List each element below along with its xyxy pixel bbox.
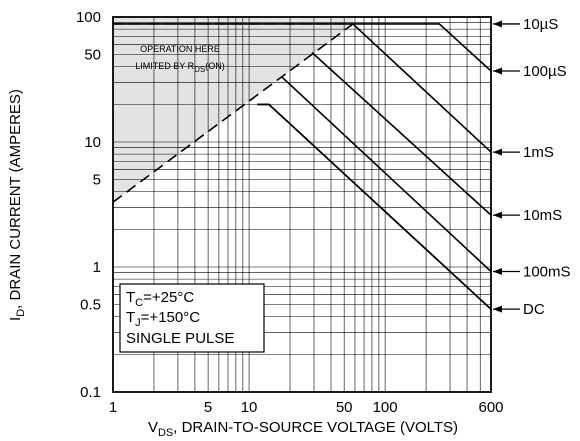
curve-100ms — [257, 103, 491, 310]
x-tick-labels: 1 5 10 50 100 600 — [109, 399, 504, 416]
curve-label: 100mS — [493, 264, 571, 281]
y-tick-label: 0.5 — [80, 297, 101, 314]
rds-on-region-shading — [113, 17, 353, 203]
y-tick-label: 100 — [76, 9, 101, 26]
y-tick-labels: 100 50 10 5 1 0.5 0.1 — [76, 9, 101, 401]
junction-temperature: TJ=+150°C — [126, 309, 200, 329]
x-tick-label: 50 — [336, 399, 353, 416]
arrowhead-icon — [493, 20, 502, 28]
y-tick-label: 5 — [93, 172, 101, 189]
curve-label-text: DC — [523, 301, 545, 318]
arrowhead-icon — [493, 268, 502, 276]
curve-dc — [257, 103, 491, 310]
arrowhead-icon — [493, 148, 502, 156]
x-tick-label: 1 — [109, 399, 117, 416]
x-tick-label: 100 — [373, 399, 398, 416]
test-conditions-box: TC=+25°C TJ=+150°C SINGLE PULSE — [119, 283, 265, 353]
x-tick-label: 5 — [204, 399, 212, 416]
curve-10ms — [281, 76, 491, 273]
curve-label-text: 100µS — [523, 63, 567, 80]
pulse-mode: SINGLE PULSE — [126, 330, 234, 347]
curve-label: DC — [493, 301, 545, 318]
curve-label-text: 10µS — [523, 16, 558, 33]
curve-1ms — [311, 51, 491, 216]
arrowhead-icon — [493, 305, 502, 313]
curve-labels: 10µS 100µS 1mS 10mS 100mS DC — [493, 16, 571, 318]
curve-label-text: 1mS — [523, 144, 554, 161]
chart-curves — [113, 23, 491, 310]
curve-label: 1mS — [493, 144, 554, 161]
curve-label: 10mS — [493, 207, 562, 224]
arrowhead-icon — [493, 211, 502, 219]
y-tick-label: 50 — [84, 47, 101, 64]
x-axis-label: VDS, DRAIN-TO-SOURCE VOLTAGE (VOLTS) — [148, 419, 458, 439]
region-label-limited: LIMITED BY RDS(ON) — [135, 61, 224, 74]
arrowhead-icon — [493, 67, 502, 75]
y-tick-label: 1 — [93, 259, 101, 276]
curve-label: 100µS — [493, 63, 567, 80]
region-label: OPERATION HERE — [140, 44, 220, 54]
y-tick-label: 0.1 — [80, 384, 101, 401]
x-tick-label: 600 — [478, 399, 503, 416]
plot-frame — [112, 16, 492, 393]
curve-label-text: 100mS — [523, 264, 571, 281]
x-tick-label: 10 — [241, 399, 258, 416]
y-tick-label: 10 — [84, 134, 101, 151]
case-temperature: TC=+25°C — [126, 289, 194, 309]
curve-100s — [352, 23, 491, 153]
y-axis-label: ID, DRAIN CURRENT (AMPERES) — [7, 89, 27, 321]
curve-label-text: 10mS — [523, 207, 562, 224]
curve-label: 10µS — [493, 16, 558, 33]
